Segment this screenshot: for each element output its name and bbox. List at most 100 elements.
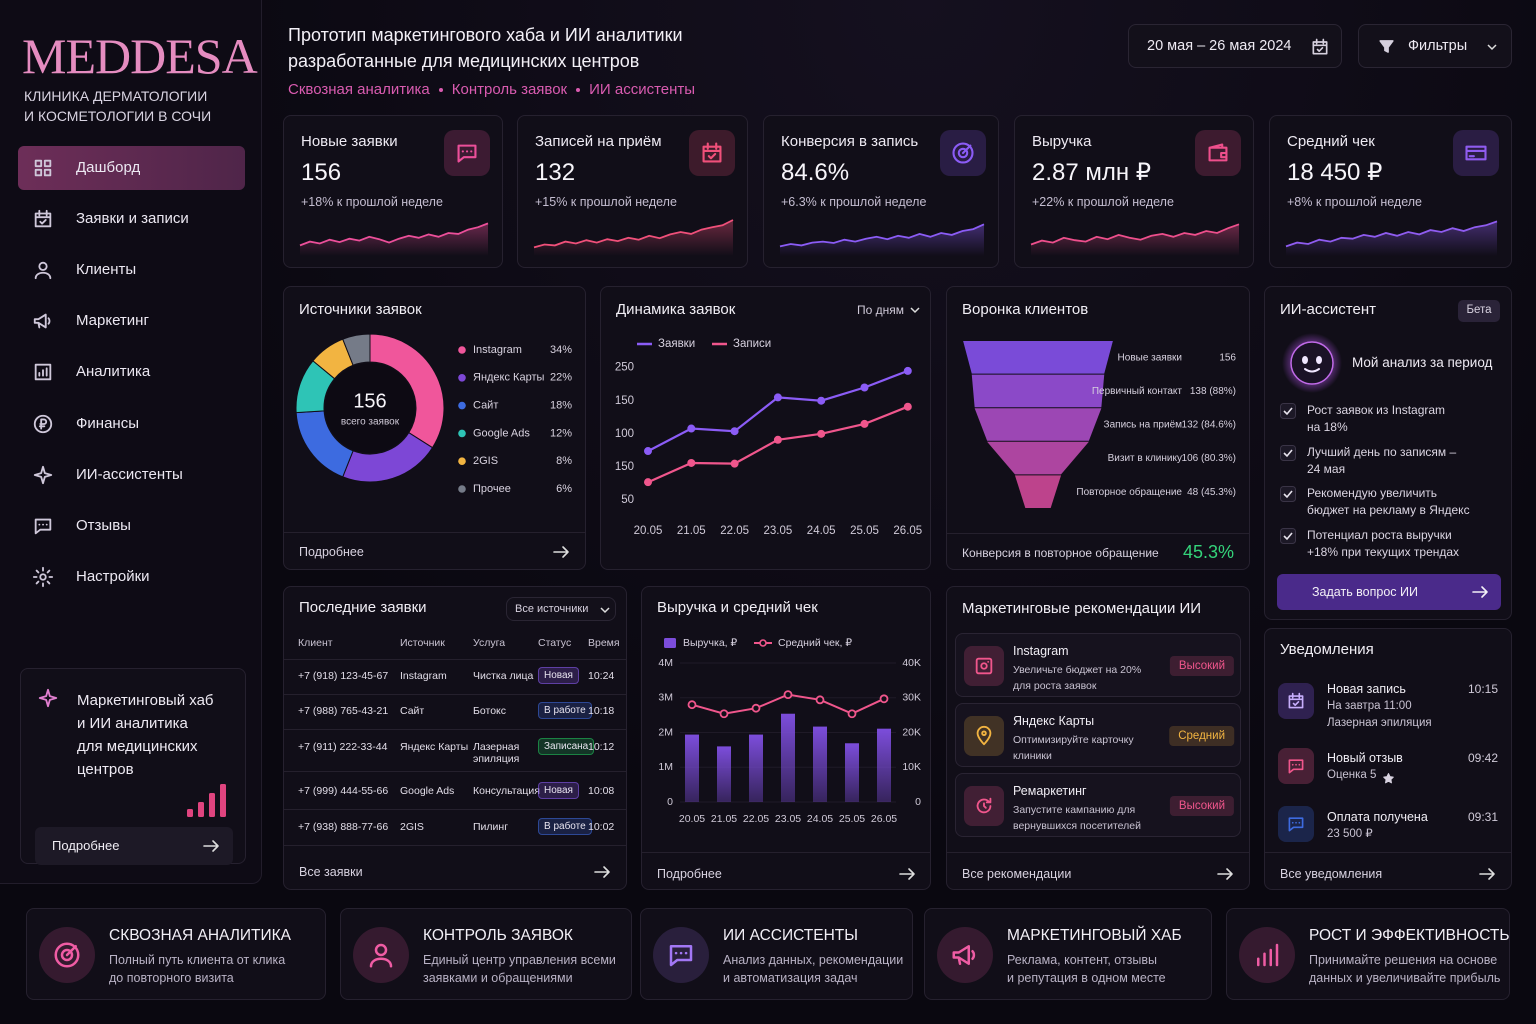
arrow-icon [899,868,915,880]
avatar-eye [1302,356,1308,364]
all-requests-link[interactable]: Все заявки [299,864,363,879]
nav-item[interactable]: ИИ-ассистенты [18,453,245,497]
ask-ai-button[interactable]: Задать вопрос ИИ [1277,574,1501,610]
icon-glyph [33,465,53,484]
table-cell: 10:08 [588,784,615,797]
table-cell: Пилинг [473,820,509,833]
x-tick-label: 22.05 [743,813,769,825]
chevron-shape [1487,44,1497,51]
funnel-value-label: 106 (80.3%) [1182,453,1236,464]
legend-dot [458,346,466,354]
y-tick-label: 100 [615,428,634,440]
promo-bar [220,784,226,817]
icon-bg [1278,748,1314,784]
source-filter[interactable]: Все источники [506,597,616,621]
details-link[interactable]: Подробнее [657,866,722,881]
nav-item[interactable]: Финансы [18,402,245,446]
status-badge: Записана [538,738,595,755]
icon-bg [689,130,735,176]
notification-time: 09:42 [1467,750,1498,765]
all-recommendations-link[interactable]: Все рекомендации [962,866,1072,881]
y-tick-label: 4M [658,657,673,669]
period-select[interactable]: По дням [857,302,905,317]
bar [781,713,795,802]
donut-center-label: всего заявок [341,417,400,428]
icon-shape [34,518,52,534]
priority-badge: Высокий [1169,656,1234,676]
ai-insight: бюджет на рекламу в Яндекс [1307,503,1470,518]
icon-glyph [1312,38,1328,55]
sparkline-area [300,223,488,256]
icon-glyph [1465,145,1487,161]
nav-item[interactable]: Настройки [18,555,245,599]
icon-glyph [33,414,53,433]
date-picker[interactable]: 20 мая – 26 мая 2024 [1128,24,1342,68]
recommendation-item[interactable]: Яндекс Карты Оптимизируйте карточку клиник… [955,703,1241,767]
tag-separator [438,87,443,92]
icon-shape [976,725,992,746]
funnel-value-label: 156 [1219,352,1236,363]
feature-icon-bg [653,927,709,983]
legend-dot [458,429,466,438]
funnel-card: Воронка клиентов Новые заявки 156 Первичный… [946,286,1250,570]
kpi-card: Конверсия в запись 84.6% +6.3% к прошлой н… [763,115,999,268]
arrow-icon [1479,868,1495,880]
all-notifications-link[interactable]: Все уведомления [1280,866,1383,881]
feature-icon [353,927,409,983]
icon-shape [369,943,393,968]
nav-label: Маркетинг [76,312,149,330]
status-badge: В работе [538,818,592,835]
icon-glyph [34,209,52,228]
nav-item[interactable]: Клиенты [18,248,245,292]
nav-icon [33,414,53,433]
promo-button[interactable]: Подробнее [35,827,233,865]
series-point [860,419,869,428]
series-point [730,459,739,468]
nav-item[interactable]: Аналитика [18,350,245,394]
nav-item[interactable]: Отзывы [18,504,245,548]
series-point [751,703,761,713]
promo-icon [38,688,58,708]
feature-title: ИИ АССИСТЕНТЫ [723,926,858,944]
recommendation-item[interactable]: Ремаркетинг Запустите кампанию для вернувш… [955,773,1241,837]
value-label: 18% [550,400,572,412]
divider [284,771,626,772]
legend-label: Яндекс Карты [473,372,544,384]
series-point [879,694,889,704]
series-point [817,396,826,405]
table-cell: Консультация [473,784,540,797]
checkbox [1280,403,1296,419]
nav-item[interactable]: Дашборд [18,146,245,190]
ai-insight: 24 мая [1307,461,1346,476]
nav-label: Аналитика [76,363,151,381]
feature-text: и автоматизация задач [723,970,858,985]
source-filter-label: Все источники [515,603,589,616]
card-title: Динамика заявок [616,301,736,318]
table-cell: 10:02 [588,820,615,833]
series-point [903,402,912,411]
funnel-stage-label: Запись на приём [1104,420,1183,431]
x-tick-label: 21.05 [711,813,737,825]
nav-label: Клиенты [76,261,137,279]
header-tags: Сквозная аналитика Контроль заявок ИИ асси… [288,81,695,98]
status-badge: Новая [538,667,579,684]
kpi-card: Новые заявки 156 +18% к прошлой неделе [283,115,503,268]
icon-shape [1383,773,1394,784]
x-tick-label: 25.05 [839,813,865,825]
card-title: Последние заявки [299,599,427,616]
nav-item[interactable]: Заявки и записи [18,197,245,241]
table-cell: +7 (999) 444-55-66 [298,784,389,797]
legend-dot [458,485,466,493]
icon-bg [1453,130,1499,176]
ai-insight: +18% при текущих трендах [1307,544,1460,559]
feature-card: СКВОЗНАЯ АНАЛИТИКА Полный путь клиента от… [26,908,326,1000]
recommendation-item[interactable]: Instagram Увеличьте бюджет на 20% для рост… [955,633,1241,697]
checkbox [1280,486,1296,503]
feature-title: СКВОЗНАЯ АНАЛИТИКА [109,926,291,944]
nav-icon [34,364,52,381]
filters-button[interactable]: Фильтры [1358,24,1512,68]
chevron-icon [1487,44,1497,51]
nav-item[interactable]: Маркетинг [18,299,245,343]
details-link[interactable]: Подробнее [299,544,364,559]
